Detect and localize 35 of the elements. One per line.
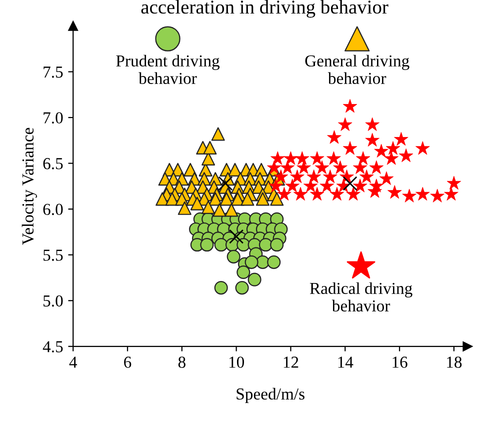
- legend-label: Prudent driving behavior: [116, 54, 220, 84]
- point: [214, 238, 228, 252]
- y-tick-label: 4.5: [42, 341, 63, 352]
- point: [229, 229, 244, 244]
- point: [342, 176, 358, 191]
- point: [200, 238, 214, 252]
- x-tick-label: 16: [392, 356, 408, 368]
- point: [214, 281, 228, 295]
- x-tick-label: 6: [124, 356, 132, 368]
- y-tick-label: 6.5: [43, 158, 63, 170]
- point: [218, 176, 233, 191]
- y-tick-label: 7.5: [44, 66, 63, 78]
- point: [248, 272, 262, 286]
- x-tick-label: 8: [178, 356, 186, 368]
- point: [244, 255, 258, 269]
- y-tick-label: 7.0: [44, 112, 63, 124]
- x-tick-label: 4: [69, 356, 78, 368]
- point: [258, 238, 272, 252]
- y-axis-title: Velocity Variance: [22, 128, 37, 245]
- point: [226, 250, 240, 264]
- chart-title: acceleration in driving behavior: [141, 0, 388, 18]
- x-tick-label: 18: [447, 356, 462, 368]
- point: [236, 265, 250, 280]
- legend-label: Radical driving behavior: [310, 282, 412, 312]
- point: [270, 238, 284, 252]
- point: [235, 281, 249, 295]
- x-axis-title: Speed/m/s: [236, 388, 304, 404]
- y-tick-label: 6.0: [43, 204, 63, 216]
- x-tick-label: 10: [229, 356, 244, 368]
- x-tick-label: 12: [284, 356, 298, 368]
- legend-label: General driving behavior: [305, 54, 410, 84]
- y-tick-label: 5.5: [44, 250, 63, 261]
- x-tick-label: 14: [338, 356, 354, 368]
- point: [267, 255, 281, 269]
- y-tick-label: 5.0: [44, 295, 63, 307]
